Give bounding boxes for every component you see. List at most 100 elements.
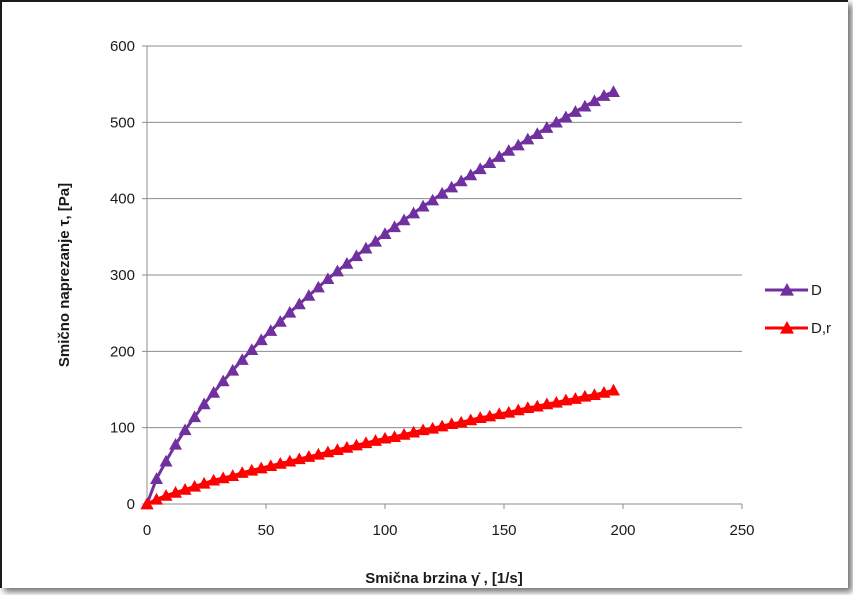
data-point-marker [178,423,192,436]
data-point-marker [445,180,459,193]
data-point-marker [340,441,354,453]
legend-marker [780,321,794,334]
y-tick-label: 500 [110,114,135,131]
data-point-marker [511,403,525,416]
data-point-marker [150,472,164,485]
data-point-marker [207,473,221,486]
data-point-marker [521,132,535,145]
data-point-marker [235,353,249,365]
data-point-marker [378,431,392,444]
data-point-marker [359,241,373,254]
x-tick-label: 200 [610,522,635,539]
data-point-marker [511,138,525,151]
y-tick-label: 300 [110,267,135,284]
data-point-marker [330,443,344,456]
data-point-marker [587,94,601,107]
data-point-marker [483,409,497,422]
data-point-marker [321,445,335,458]
data-point-marker [464,168,478,181]
data-point-marker [578,99,592,112]
legend: D D,r [765,282,831,337]
data-point-marker [283,305,297,318]
data-point-marker [359,436,373,449]
series-layer [140,85,620,510]
data-point-marker [606,85,620,97]
y-tick-label: 600 [110,38,135,55]
x-tick-label: 0 [143,522,151,539]
x-tick-label: 250 [729,522,754,539]
data-point-marker [292,452,306,465]
y-axis-title: Smično naprezanje τ, [Pa] [56,183,73,367]
data-point-marker [159,489,173,501]
data-point-marker [597,386,611,398]
data-point-marker [197,397,211,410]
data-point-marker [226,363,240,376]
y-tick-label: 100 [110,420,135,437]
data-point-marker [311,280,325,293]
axes [142,45,743,509]
data-point-marker [330,264,344,277]
data-point-marker [340,257,354,269]
x-tick-label: 150 [491,522,516,539]
data-point-marker [483,156,497,168]
y-tick-label: 200 [110,343,135,360]
data-point-marker [540,121,554,133]
data-point-marker [492,150,506,162]
data-point-marker [397,213,411,226]
data-point-marker [245,463,259,476]
legend-item: D,r [765,320,831,337]
data-point-marker [597,89,611,101]
data-point-marker [273,315,287,327]
data-point-marker [302,450,316,462]
data-point-marker [178,482,192,495]
x-tick-label: 100 [372,522,397,539]
y-tick-label: 400 [110,191,135,208]
data-point-marker [188,479,202,492]
data-point-marker [216,374,230,387]
series-d-r [140,383,620,510]
data-point-marker [388,220,402,233]
data-point-marker [473,411,487,423]
data-point-marker [197,476,211,489]
data-point-marker [226,469,240,481]
data-point-marker [559,110,573,123]
data-point-marker [426,193,440,206]
data-point-marker [521,401,535,414]
data-point-marker [216,471,230,484]
data-point-marker [568,392,582,404]
data-point-marker [349,438,363,451]
data-point-marker [349,249,363,262]
data-point-marker [169,437,183,450]
data-point-marker [188,410,202,423]
data-point-marker [321,272,335,285]
x-tick-label: 50 [258,522,275,539]
data-point-marker [302,289,316,301]
data-point-marker [502,405,516,418]
data-point-marker [207,386,221,398]
x-axis-title: Smična brzina γ̇ , [1/s] [365,570,523,587]
data-point-marker [311,447,325,460]
data-point-marker [273,457,287,469]
data-point-marker [502,144,516,156]
data-point-marker [445,417,459,430]
data-point-marker [254,333,268,346]
data-point-marker [454,415,468,428]
grid-lines [147,45,742,429]
data-point-marker [388,430,402,443]
data-point-marker [578,389,592,402]
data-point-marker [140,497,154,510]
data-point-marker [416,199,430,212]
data-point-marker [435,419,449,432]
data-point-marker [235,466,249,478]
data-point-marker [606,383,620,396]
data-point-marker [530,399,544,412]
data-point-marker [568,105,582,117]
legend-label: D [811,282,822,299]
data-point-marker [530,127,544,139]
data-point-marker [435,186,449,199]
legend-item: D [765,282,822,299]
data-point-marker [169,486,183,498]
data-point-marker [407,425,421,438]
